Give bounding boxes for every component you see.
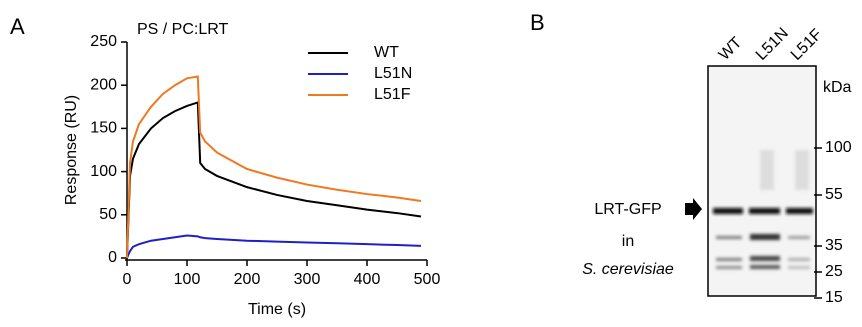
lane-label: L51N: [753, 25, 792, 64]
y-tick-label: 150: [90, 120, 117, 137]
x-axis-label: Time (s): [248, 301, 306, 318]
panel-label: B: [530, 10, 545, 35]
marker-label: 100: [825, 139, 852, 156]
arrow: [685, 198, 702, 220]
x-tick-label: 500: [414, 271, 441, 288]
chart-title: PS / PC:LRT: [137, 21, 229, 38]
line: [127, 77, 421, 258]
marker-label: 55: [825, 186, 843, 203]
blot-label: LRT-GFP: [594, 201, 661, 218]
x-tick-label: 0: [123, 271, 132, 288]
y-tick-label: 200: [90, 76, 117, 93]
marker-unit: kDa: [823, 79, 852, 96]
marker-label: 35: [825, 237, 843, 254]
legend-label: L51N: [374, 65, 412, 82]
x-tick-label: 300: [294, 271, 321, 288]
lane-label: WT: [716, 34, 746, 64]
figure: A B PS / PC:LRT Time (s) Response (RU) L…: [0, 0, 862, 327]
page: A B PS / PC:LRT Time (s) Response (RU) L…: [0, 0, 862, 327]
x-tick-label: 100: [174, 271, 201, 288]
marker-label: 15: [825, 289, 843, 306]
marker-label: 25: [825, 263, 843, 280]
blot-label: in: [622, 233, 634, 250]
line: [127, 102, 421, 258]
line: [127, 236, 421, 258]
y-tick-label: 0: [108, 249, 117, 266]
x-tick-label: 400: [354, 271, 381, 288]
y-axis-label: Response (RU): [63, 95, 80, 205]
lane-label: L51F: [788, 26, 826, 64]
y-tick-label: 100: [90, 163, 117, 180]
y-tick-label: 50: [99, 206, 117, 223]
legend-label: L51F: [374, 86, 411, 103]
x-tick-label: 200: [234, 271, 261, 288]
blot-label: S. cerevisiae: [582, 261, 674, 278]
y-tick-label: 250: [90, 33, 117, 50]
panel-label: A: [10, 14, 25, 39]
legend-label: WT: [374, 44, 399, 61]
